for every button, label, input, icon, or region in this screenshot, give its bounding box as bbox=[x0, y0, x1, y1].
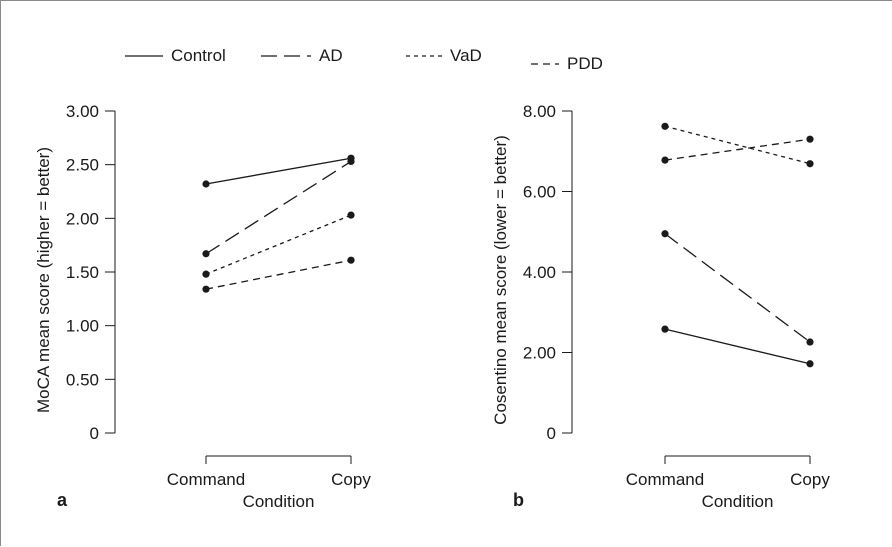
legend: Control AD VaD PDD bbox=[125, 46, 603, 73]
y-tick-label: 4.00 bbox=[523, 263, 556, 282]
data-point-vad-command bbox=[202, 270, 210, 278]
y-tick-label: 0 bbox=[90, 424, 99, 443]
y-tick-label: 2.50 bbox=[66, 156, 99, 175]
x-axis-title: Condition bbox=[702, 492, 774, 511]
series-line-pdd bbox=[205, 259, 352, 290]
panel-b: 0 2.00 4.00 6.00 8.00 Command Copy Condition Cos… bbox=[491, 102, 830, 511]
data-point-vad-copy bbox=[806, 160, 814, 168]
legend-label-control: Control bbox=[171, 46, 226, 65]
data-point-pdd-copy bbox=[806, 135, 814, 143]
y-tick-label: 8.00 bbox=[523, 102, 556, 121]
y-tick-label: 0 bbox=[547, 424, 556, 443]
legend-label-vad: VaD bbox=[450, 46, 482, 65]
series-line-control bbox=[205, 157, 352, 185]
data-point-ad-copy bbox=[806, 338, 814, 346]
x-tick-label: Command bbox=[626, 470, 704, 489]
x-axis-title: Condition bbox=[243, 492, 315, 511]
data-point-control-copy bbox=[806, 360, 814, 368]
x-tick-label: Copy bbox=[331, 470, 371, 489]
series-line-pdd bbox=[664, 138, 811, 161]
y-axis-title: Cosentino mean score (lower = better) bbox=[491, 135, 510, 425]
data-point-ad-command bbox=[202, 250, 210, 258]
panel-letter: b bbox=[513, 490, 524, 510]
series-line-control bbox=[664, 328, 811, 365]
panel-letter: a bbox=[57, 490, 68, 510]
y-axis-title: MoCA mean score (higher = better) bbox=[34, 147, 53, 413]
data-point-vad-command bbox=[661, 122, 669, 130]
series-line-ad bbox=[664, 233, 811, 343]
data-point-control-command bbox=[661, 325, 669, 333]
data-point-pdd-command bbox=[202, 285, 210, 293]
data-point-ad-command bbox=[661, 230, 669, 238]
x-tick-label: Command bbox=[167, 470, 245, 489]
y-tick-label: 1.50 bbox=[66, 263, 99, 282]
x-tick-label: Copy bbox=[790, 470, 830, 489]
y-tick-label: 2.00 bbox=[66, 209, 99, 228]
data-point-pdd-command bbox=[661, 156, 669, 164]
series-line-vad bbox=[664, 125, 811, 165]
legend-label-ad: AD bbox=[319, 46, 343, 65]
y-tick-label: 0.50 bbox=[66, 370, 99, 389]
series-line-vad bbox=[205, 214, 352, 275]
legend-label-pdd: PDD bbox=[567, 54, 603, 73]
y-tick-label: 2.00 bbox=[523, 344, 556, 363]
data-point-vad-copy bbox=[347, 211, 355, 219]
y-tick-label: 3.00 bbox=[66, 102, 99, 121]
data-point-ad-copy bbox=[347, 157, 355, 166]
series-line-ad bbox=[205, 160, 352, 255]
y-tick-label: 6.00 bbox=[523, 183, 556, 202]
panel-a: 0 0.50 1.00 1.50 2.00 2.50 3.00 Command Copy Cond… bbox=[34, 102, 371, 511]
data-point-pdd-copy bbox=[347, 256, 355, 264]
y-tick-label: 1.00 bbox=[66, 317, 99, 336]
data-point-control-command bbox=[202, 180, 210, 188]
